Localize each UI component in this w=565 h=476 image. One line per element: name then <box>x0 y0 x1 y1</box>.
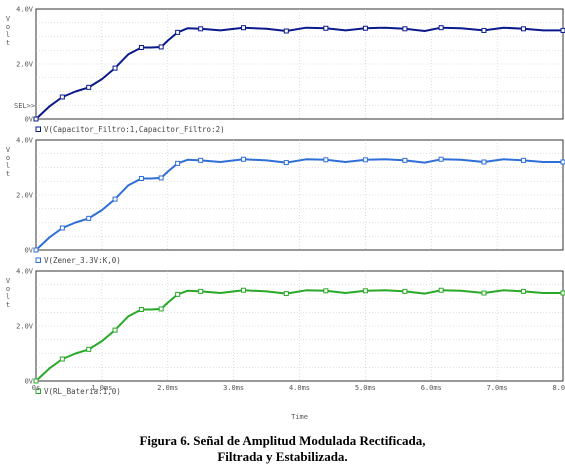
data-point <box>323 25 329 31</box>
data-point <box>520 288 526 294</box>
data-point <box>520 26 526 32</box>
data-point <box>112 65 118 71</box>
data-point <box>138 45 144 50</box>
y-tick-label: 4.0V <box>16 137 34 145</box>
legend-label: V(Zener_3.3V:K,0) <box>44 256 121 265</box>
data-point <box>175 29 181 35</box>
data-point <box>560 27 565 33</box>
y-tick-label: 0V <box>25 247 34 255</box>
data-point <box>283 28 289 34</box>
y-tick-label: 2.0V <box>16 61 34 69</box>
data-point <box>241 156 247 162</box>
data-point <box>362 25 368 31</box>
y-axis-label: l <box>6 31 10 39</box>
data-point <box>198 26 204 32</box>
data-point <box>175 291 181 297</box>
data-point <box>86 215 92 221</box>
figure-caption-line2: Filtrada y Estabilizada. <box>217 449 348 464</box>
data-point <box>198 288 204 294</box>
y-axis-label: l <box>6 293 10 301</box>
x-tick-label: 7.0ms <box>487 384 508 392</box>
data-point <box>198 157 204 163</box>
data-point <box>86 346 92 352</box>
x-tick-label: 0s <box>32 384 40 392</box>
selection-marker: SEL>> <box>14 102 35 110</box>
data-point <box>323 157 329 163</box>
data-point <box>158 175 164 181</box>
data-point <box>323 288 329 294</box>
data-point <box>158 306 164 312</box>
data-point <box>402 26 408 32</box>
y-axis-label: V <box>6 15 11 23</box>
data-point <box>86 84 92 90</box>
y-axis-label: t <box>6 39 10 47</box>
x-tick-label: 4.0ms <box>289 384 310 392</box>
y-axis-label: o <box>6 285 10 293</box>
x-tick-label: 2.0ms <box>157 384 178 392</box>
data-point <box>362 157 368 163</box>
data-point <box>158 44 164 50</box>
data-point <box>175 160 181 166</box>
x-tick-label: 6.0ms <box>421 384 442 392</box>
x-tick-label: 8.0ms <box>552 384 565 392</box>
data-point <box>438 287 444 293</box>
data-point <box>59 356 65 362</box>
x-tick-label: 5.0ms <box>355 384 376 392</box>
x-tick-label: 3.0ms <box>223 384 244 392</box>
y-tick-label: 0V <box>25 116 34 124</box>
data-point <box>241 25 247 31</box>
legend-marker <box>35 126 41 132</box>
legend-marker <box>35 388 41 394</box>
data-point <box>438 25 444 31</box>
data-point <box>402 157 408 163</box>
data-point <box>560 290 565 296</box>
data-point <box>481 159 487 165</box>
data-point <box>112 196 118 202</box>
data-point <box>33 247 39 253</box>
data-point <box>138 307 144 312</box>
y-tick-label: 0V <box>25 378 34 386</box>
y-axis-label: o <box>6 154 10 162</box>
data-point <box>520 157 526 163</box>
data-point <box>59 225 65 231</box>
data-point <box>481 290 487 296</box>
figure-caption-line1: Figura 6. Señal de Amplitud Modulada Rec… <box>139 433 426 448</box>
data-point <box>241 287 247 293</box>
data-point <box>560 159 565 165</box>
data-point <box>481 27 487 33</box>
data-point <box>438 156 444 162</box>
legend-label: V(Capacitor_Filtro:1,Capacitor_Filtro:2) <box>44 125 225 134</box>
y-axis-label: V <box>6 146 11 154</box>
y-tick-label: 4.0V <box>16 6 34 14</box>
data-point <box>283 291 289 297</box>
y-tick-label: 4.0V <box>16 268 34 276</box>
data-point <box>33 378 39 384</box>
x-axis-label: Time <box>291 413 308 421</box>
data-point <box>402 288 408 294</box>
legend-marker <box>35 257 41 263</box>
data-point <box>59 94 65 100</box>
y-tick-label: 2.0V <box>16 192 34 200</box>
legend-label: V(RL_Bateria:1,0) <box>44 387 121 396</box>
data-point <box>138 176 144 181</box>
y-axis-label: l <box>6 162 10 170</box>
data-point <box>33 116 39 122</box>
y-axis-label: t <box>6 301 10 309</box>
y-axis-label: V <box>6 277 11 285</box>
x-tick-label: 1.0ms <box>91 384 112 392</box>
y-tick-label: 2.0V <box>16 323 34 331</box>
y-axis-label: t <box>6 170 10 178</box>
data-point <box>362 288 368 294</box>
data-point <box>283 160 289 166</box>
data-point <box>112 327 118 333</box>
y-axis-label: o <box>6 23 10 31</box>
